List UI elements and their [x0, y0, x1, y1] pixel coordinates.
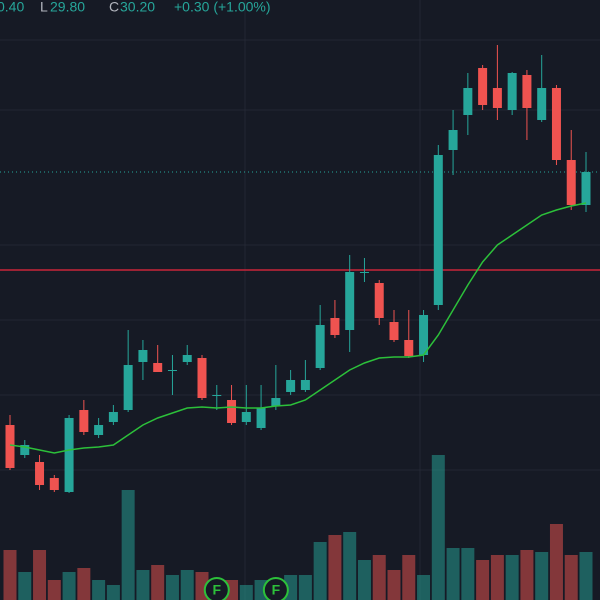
candle-body [227, 400, 237, 423]
candle-body [537, 88, 547, 120]
volume-bar [535, 552, 549, 600]
volume-bar [239, 585, 253, 600]
candle-body [5, 425, 15, 468]
candle-body [108, 412, 118, 422]
candle-body [167, 370, 177, 371]
candle-body [20, 445, 30, 455]
candle-body [286, 380, 296, 392]
volume-bar [298, 575, 312, 600]
candle-body [315, 325, 325, 368]
header-change: +0.30 (+1.00%) [174, 0, 271, 15]
volume-bar [62, 572, 76, 600]
candle-body [79, 410, 89, 432]
volume-bar [343, 532, 357, 600]
volume-bar [431, 455, 445, 600]
volume-bar [357, 560, 371, 600]
header: 0.40 L 29.80 C 30.20 +0.30 (+1.00%) [0, 0, 271, 15]
volume-bar [505, 555, 519, 600]
volume-bar [33, 550, 47, 600]
volume-bar [490, 555, 504, 600]
candle-body [153, 363, 163, 372]
volume-bar [313, 542, 327, 600]
candle-body [522, 75, 532, 108]
candle-body [197, 358, 207, 398]
candle-body [300, 380, 310, 390]
event-badge [262, 577, 289, 600]
volume-bar [417, 575, 431, 600]
volume-bar [461, 548, 475, 600]
volume-bar [106, 585, 120, 600]
candle-body [256, 408, 266, 428]
volume-layer [3, 455, 593, 600]
volume-bar [446, 548, 460, 600]
header-low: 29.80 [50, 0, 85, 15]
candle-body [330, 318, 340, 335]
candle-body [419, 315, 429, 355]
candle-body [241, 412, 251, 422]
volume-bar [328, 535, 342, 600]
volume-bar [77, 568, 91, 600]
candle-body [49, 478, 59, 490]
volume-bar [18, 572, 32, 600]
header-low-label: L [40, 0, 48, 15]
candle-body [433, 155, 443, 305]
candle-body [507, 73, 517, 110]
candle-body [271, 398, 281, 406]
volume-bar [402, 555, 416, 600]
candle-body [94, 425, 104, 435]
candle-body [492, 88, 502, 108]
moving-average [9, 202, 587, 454]
candle-body [35, 462, 45, 485]
volume-bar [579, 552, 593, 600]
volume-bar [165, 575, 179, 600]
candle-body [566, 160, 576, 205]
event-label: F [272, 582, 281, 598]
candle-body [345, 272, 355, 330]
candle-body [64, 418, 74, 492]
candle-body [404, 340, 414, 356]
header-close: 30.20 [120, 0, 155, 15]
candle-body [374, 283, 384, 318]
volume-bar [47, 580, 61, 600]
volume-bar [3, 550, 17, 600]
header-high: 0.40 [0, 0, 24, 15]
candle-body [182, 355, 192, 362]
volume-bar [520, 550, 534, 600]
candle-body [551, 88, 561, 160]
candle-body [359, 272, 369, 273]
volume-bar [121, 490, 135, 600]
event-label: F [212, 582, 221, 598]
volume-bar [372, 555, 386, 600]
candle-body [123, 365, 133, 410]
candle-body [478, 68, 488, 105]
event-badge [203, 577, 230, 600]
volume-bar [92, 580, 106, 600]
candle-body [448, 130, 458, 150]
header-close-label: C [109, 0, 119, 15]
volume-bar [136, 570, 150, 600]
volume-bar [549, 524, 563, 600]
volume-bar [151, 565, 165, 600]
volume-bar [180, 570, 194, 600]
candle-body [463, 88, 473, 115]
candle-body [581, 172, 591, 205]
candle-body [212, 395, 222, 396]
candle-body [389, 322, 399, 340]
volume-bar [564, 555, 578, 600]
volume-bar [476, 560, 490, 600]
candle-body [138, 350, 148, 362]
volume-bar [387, 570, 401, 600]
